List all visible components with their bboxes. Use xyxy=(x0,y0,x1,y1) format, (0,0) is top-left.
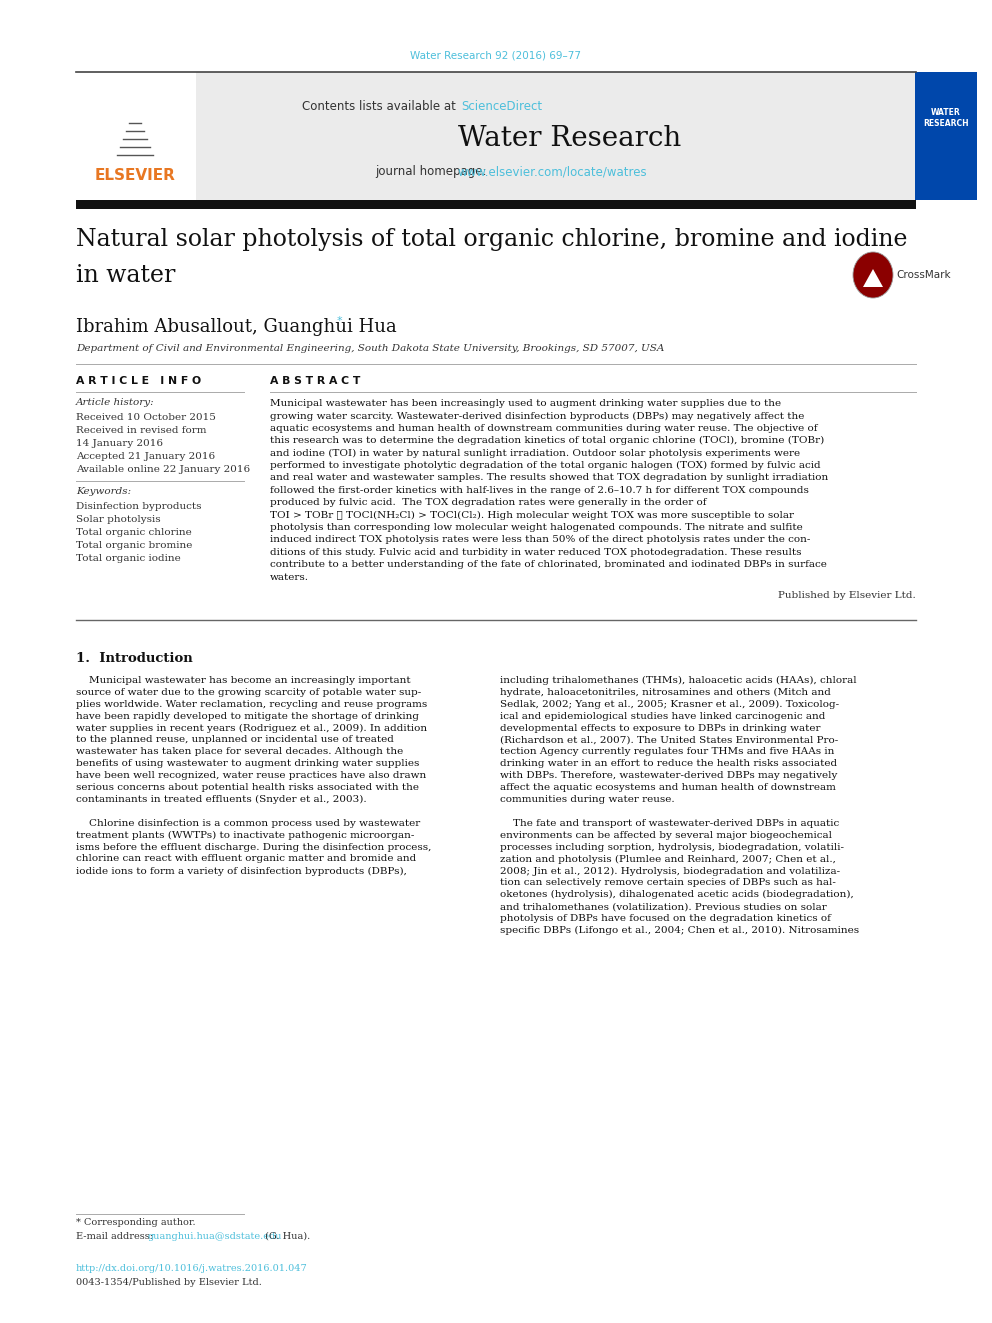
Text: followed the first-order kinetics with half-lives in the range of 2.6–10.7 h for: followed the first-order kinetics with h… xyxy=(270,486,808,495)
Text: Sedlak, 2002; Yang et al., 2005; Krasner et al., 2009). Toxicolog-: Sedlak, 2002; Yang et al., 2005; Krasner… xyxy=(500,700,839,709)
Text: Water Research: Water Research xyxy=(458,124,682,152)
Text: specific DBPs (Lifongo et al., 2004; Chen et al., 2010). Nitrosamines: specific DBPs (Lifongo et al., 2004; Che… xyxy=(500,926,859,935)
Text: water supplies in recent years (Rodriguez et al., 2009). In addition: water supplies in recent years (Rodrigue… xyxy=(76,724,428,733)
Text: wastewater has taken place for several decades. Although the: wastewater has taken place for several d… xyxy=(76,747,404,757)
Text: isms before the effluent discharge. During the disinfection process,: isms before the effluent discharge. Duri… xyxy=(76,843,432,852)
Text: Contents lists available at: Contents lists available at xyxy=(303,99,460,112)
FancyBboxPatch shape xyxy=(195,71,915,200)
Text: source of water due to the growing scarcity of potable water sup-: source of water due to the growing scarc… xyxy=(76,688,422,697)
Text: Natural solar photolysis of total organic chlorine, bromine and iodine: Natural solar photolysis of total organi… xyxy=(76,228,908,251)
Text: (G. Hua).: (G. Hua). xyxy=(262,1232,310,1241)
Text: Accepted 21 January 2016: Accepted 21 January 2016 xyxy=(76,452,215,460)
Text: Published by Elsevier Ltd.: Published by Elsevier Ltd. xyxy=(779,591,916,601)
Text: tection Agency currently regulates four THMs and five HAAs in: tection Agency currently regulates four … xyxy=(500,747,834,757)
Text: A R T I C L E   I N F O: A R T I C L E I N F O xyxy=(76,376,201,386)
FancyBboxPatch shape xyxy=(76,200,916,209)
Text: treatment plants (WWTPs) to inactivate pathogenic microorgan-: treatment plants (WWTPs) to inactivate p… xyxy=(76,831,415,840)
Text: zation and photolysis (Plumlee and Reinhard, 2007; Chen et al.,: zation and photolysis (Plumlee and Reinh… xyxy=(500,855,836,864)
Text: CrossMark: CrossMark xyxy=(896,270,950,280)
Text: benefits of using wastewater to augment drinking water supplies: benefits of using wastewater to augment … xyxy=(76,759,420,769)
Text: ditions of this study. Fulvic acid and turbidity in water reduced TOX photodegra: ditions of this study. Fulvic acid and t… xyxy=(270,548,802,557)
Text: guanghui.hua@sdstate.edu: guanghui.hua@sdstate.edu xyxy=(148,1232,283,1241)
Text: *: * xyxy=(337,316,342,325)
Text: Received in revised form: Received in revised form xyxy=(76,426,206,435)
Text: chlorine can react with effluent organic matter and bromide and: chlorine can react with effluent organic… xyxy=(76,855,417,864)
Text: photolysis than corresponding low molecular weight halogenated compounds. The ni: photolysis than corresponding low molecu… xyxy=(270,523,803,532)
Text: in water: in water xyxy=(76,265,176,287)
Text: contaminants in treated effluents (Snyder et al., 2003).: contaminants in treated effluents (Snyde… xyxy=(76,795,367,804)
Text: ScienceDirect: ScienceDirect xyxy=(461,99,542,112)
Text: Received 10 October 2015: Received 10 October 2015 xyxy=(76,413,216,422)
Text: A B S T R A C T: A B S T R A C T xyxy=(270,376,360,386)
Text: Solar photolysis: Solar photolysis xyxy=(76,515,161,524)
Text: this research was to determine the degradation kinetics of total organic chlorin: this research was to determine the degra… xyxy=(270,437,824,446)
Text: 1.  Introduction: 1. Introduction xyxy=(76,652,192,665)
Text: tion can selectively remove certain species of DBPs such as hal-: tion can selectively remove certain spec… xyxy=(500,878,836,888)
Text: drinking water in an effort to reduce the health risks associated: drinking water in an effort to reduce th… xyxy=(500,759,837,769)
Text: 0043-1354/Published by Elsevier Ltd.: 0043-1354/Published by Elsevier Ltd. xyxy=(76,1278,262,1287)
Text: and trihalomethanes (volatilization). Previous studies on solar: and trihalomethanes (volatilization). Pr… xyxy=(500,902,826,912)
Text: 14 January 2016: 14 January 2016 xyxy=(76,439,163,448)
Text: http://dx.doi.org/10.1016/j.watres.2016.01.047: http://dx.doi.org/10.1016/j.watres.2016.… xyxy=(76,1263,308,1273)
Text: Keywords:: Keywords: xyxy=(76,487,131,496)
Text: aquatic ecosystems and human health of downstream communities during water reuse: aquatic ecosystems and human health of d… xyxy=(270,423,817,433)
Text: have been rapidly developed to mitigate the shortage of drinking: have been rapidly developed to mitigate … xyxy=(76,712,419,721)
Text: to the planned reuse, unplanned or incidental use of treated: to the planned reuse, unplanned or incid… xyxy=(76,736,394,745)
Text: WATER
RESEARCH: WATER RESEARCH xyxy=(924,108,969,128)
Text: The fate and transport of wastewater-derived DBPs in aquatic: The fate and transport of wastewater-der… xyxy=(500,819,839,828)
Text: Total organic chlorine: Total organic chlorine xyxy=(76,528,191,537)
Text: Total organic bromine: Total organic bromine xyxy=(76,541,192,550)
Text: with DBPs. Therefore, wastewater-derived DBPs may negatively: with DBPs. Therefore, wastewater-derived… xyxy=(500,771,837,781)
Text: have been well recognized, water reuse practices have also drawn: have been well recognized, water reuse p… xyxy=(76,771,427,781)
Text: ELSEVIER: ELSEVIER xyxy=(94,168,176,183)
Text: 2008; Jin et al., 2012). Hydrolysis, biodegradation and volatiliza-: 2008; Jin et al., 2012). Hydrolysis, bio… xyxy=(500,867,840,876)
Text: Municipal wastewater has become an increasingly important: Municipal wastewater has become an incre… xyxy=(76,676,411,685)
Text: Disinfection byproducts: Disinfection byproducts xyxy=(76,501,201,511)
Text: www.elsevier.com/locate/watres: www.elsevier.com/locate/watres xyxy=(458,165,648,179)
Text: ical and epidemiological studies have linked carcinogenic and: ical and epidemiological studies have li… xyxy=(500,712,825,721)
FancyBboxPatch shape xyxy=(915,71,977,200)
Text: Available online 22 January 2016: Available online 22 January 2016 xyxy=(76,464,250,474)
Text: processes including sorption, hydrolysis, biodegradation, volatili-: processes including sorption, hydrolysis… xyxy=(500,843,844,852)
Text: waters.: waters. xyxy=(270,573,309,582)
Text: Article history:: Article history: xyxy=(76,398,155,407)
Text: plies worldwide. Water reclamation, recycling and reuse programs: plies worldwide. Water reclamation, recy… xyxy=(76,700,428,709)
Text: and iodine (TOI) in water by natural sunlight irradiation. Outdoor solar photoly: and iodine (TOI) in water by natural sun… xyxy=(270,448,801,458)
Text: hydrate, haloacetonitriles, nitrosamines and others (Mitch and: hydrate, haloacetonitriles, nitrosamines… xyxy=(500,688,831,697)
Text: induced indirect TOX photolysis rates were less than 50% of the direct photolysi: induced indirect TOX photolysis rates we… xyxy=(270,536,810,544)
Text: journal homepage:: journal homepage: xyxy=(375,165,490,179)
Text: Water Research 92 (2016) 69–77: Water Research 92 (2016) 69–77 xyxy=(411,50,581,60)
Text: contribute to a better understanding of the fate of chlorinated, brominated and : contribute to a better understanding of … xyxy=(270,560,827,569)
Text: iodide ions to form a variety of disinfection byproducts (DBPs),: iodide ions to form a variety of disinfe… xyxy=(76,867,407,876)
Text: photolysis of DBPs have focused on the degradation kinetics of: photolysis of DBPs have focused on the d… xyxy=(500,914,831,923)
Text: and real water and wastewater samples. The results showed that TOX degradation b: and real water and wastewater samples. T… xyxy=(270,474,828,483)
FancyBboxPatch shape xyxy=(76,71,196,200)
Text: (Richardson et al., 2007). The United States Environmental Pro-: (Richardson et al., 2007). The United St… xyxy=(500,736,838,745)
Text: * Corresponding author.: * Corresponding author. xyxy=(76,1218,195,1226)
Text: TOI > TOBr ≅ TOCl(NH₂Cl) > TOCl(Cl₂). High molecular weight TOX was more suscept: TOI > TOBr ≅ TOCl(NH₂Cl) > TOCl(Cl₂). Hi… xyxy=(270,511,794,520)
Text: Chlorine disinfection is a common process used by wastewater: Chlorine disinfection is a common proces… xyxy=(76,819,421,828)
Text: developmental effects to exposure to DBPs in drinking water: developmental effects to exposure to DBP… xyxy=(500,724,820,733)
Text: serious concerns about potential health risks associated with the: serious concerns about potential health … xyxy=(76,783,419,792)
Text: E-mail address:: E-mail address: xyxy=(76,1232,156,1241)
Text: Department of Civil and Environmental Engineering, South Dakota State University: Department of Civil and Environmental En… xyxy=(76,344,665,353)
Text: Total organic iodine: Total organic iodine xyxy=(76,554,181,564)
Text: Ibrahim Abusallout, Guanghui Hua: Ibrahim Abusallout, Guanghui Hua xyxy=(76,318,397,336)
Text: produced by fulvic acid.  The TOX degradation rates were generally in the order : produced by fulvic acid. The TOX degrada… xyxy=(270,499,706,507)
Text: communities during water reuse.: communities during water reuse. xyxy=(500,795,675,804)
Text: including trihalomethanes (THMs), haloacetic acids (HAAs), chloral: including trihalomethanes (THMs), haloac… xyxy=(500,676,857,685)
Polygon shape xyxy=(863,269,883,287)
Text: environments can be affected by several major biogeochemical: environments can be affected by several … xyxy=(500,831,832,840)
Text: affect the aquatic ecosystems and human health of downstream: affect the aquatic ecosystems and human … xyxy=(500,783,836,792)
Ellipse shape xyxy=(853,251,893,298)
Text: growing water scarcity. Wastewater-derived disinfection byproducts (DBPs) may ne: growing water scarcity. Wastewater-deriv… xyxy=(270,411,805,421)
Text: Municipal wastewater has been increasingly used to augment drinking water suppli: Municipal wastewater has been increasing… xyxy=(270,400,781,407)
Text: performed to investigate photolytic degradation of the total organic halogen (TO: performed to investigate photolytic degr… xyxy=(270,460,820,470)
Text: oketones (hydrolysis), dihalogenated acetic acids (biodegradation),: oketones (hydrolysis), dihalogenated ace… xyxy=(500,890,854,900)
